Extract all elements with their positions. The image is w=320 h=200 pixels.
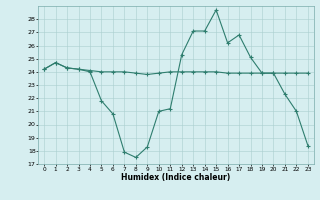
- X-axis label: Humidex (Indice chaleur): Humidex (Indice chaleur): [121, 173, 231, 182]
